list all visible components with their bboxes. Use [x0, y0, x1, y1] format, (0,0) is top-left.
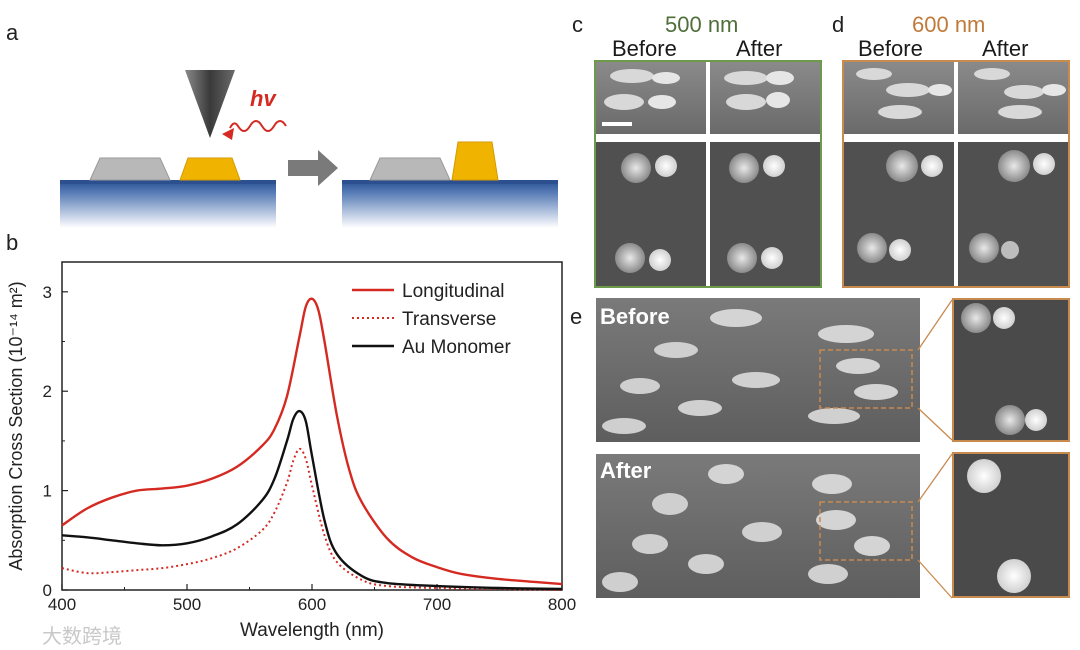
y-tick-label: 1: [43, 482, 52, 501]
y-tick-label: 0: [43, 581, 52, 600]
panel-e-zoom-before-frame: [952, 298, 1070, 442]
series-line-longitudinal: [61, 297, 563, 586]
panel-a-label: a: [6, 20, 19, 45]
panel-e-zoom-before: [954, 300, 1068, 440]
absorption-chart: 400 500 600 700 800 0 1 2 3 Wavelength (nm) Absorp…: [6, 261, 576, 641]
y-tick-label: 3: [43, 283, 52, 302]
photon-wave-icon: [229, 120, 287, 132]
grey-particle-left: [89, 157, 171, 181]
legend-label: Transverse: [402, 309, 496, 330]
substrate-right: [342, 182, 558, 228]
panel-b-label: b: [6, 230, 19, 255]
panel-e-before-label: Before: [600, 304, 670, 329]
panel-d-label: d: [832, 12, 845, 37]
substrate-left: [60, 182, 276, 228]
x-tick-label: 500: [173, 595, 201, 614]
panel-c-after-label: After: [736, 36, 783, 61]
y-tick-label: 2: [43, 382, 52, 401]
panel-d-title: 600 nm: [912, 12, 986, 37]
panel-e-sem-before: [596, 298, 920, 442]
panel-e-label: e: [570, 304, 583, 329]
series-line-au-monomer: [61, 409, 563, 591]
series-line-transverse: [61, 447, 563, 591]
process-arrow-icon: [288, 150, 338, 186]
legend-label: Longitudinal: [402, 281, 504, 302]
panel-d-frame: [842, 60, 1070, 288]
x-tick-label: 600: [298, 595, 326, 614]
panel-e-zoom-after: [954, 454, 1068, 596]
grey-particle-right: [369, 157, 451, 181]
x-tick-label: 400: [48, 595, 76, 614]
gold-particle-right: [451, 141, 499, 181]
x-tick-label: 800: [548, 595, 576, 614]
panel-d-sem-images: [844, 62, 1068, 286]
photon-label: hv: [250, 86, 276, 111]
watermark-text: 大数跨境: [42, 626, 122, 648]
probe-tip-icon: [185, 70, 235, 138]
panel-e-after-label: After: [600, 458, 652, 483]
legend-label: Au Monomer: [402, 337, 511, 358]
panel-c-before-label: Before: [612, 36, 677, 61]
panel-d-after-label: After: [982, 36, 1029, 61]
panel-c-label: c: [572, 12, 583, 37]
panel-e-sem-after: [596, 454, 920, 598]
panel-e-zoom-after-frame: [952, 452, 1070, 598]
panel-d-before-label: Before: [858, 36, 923, 61]
zoom-connectors: [917, 299, 953, 599]
y-axis-label: Absorption Cross Section (10⁻¹⁴ m²): [6, 281, 26, 570]
panel-c-frame: [594, 60, 822, 288]
x-tick-label: 700: [423, 595, 451, 614]
panel-c-title: 500 nm: [665, 12, 739, 37]
panel-c-sem-images: [596, 62, 820, 286]
x-axis-label: Wavelength (nm): [240, 620, 384, 641]
schematic-diagram: [60, 70, 558, 228]
gold-particle-left: [179, 157, 241, 181]
